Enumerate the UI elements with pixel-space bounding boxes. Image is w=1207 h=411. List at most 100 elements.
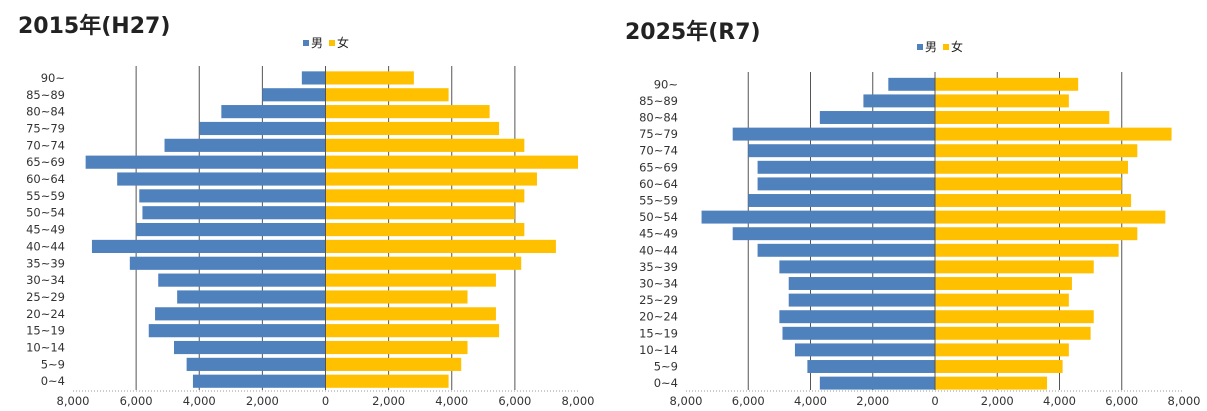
x-tick-label: 4,000 (794, 394, 827, 408)
bar-female (325, 223, 525, 237)
category-label: 80~84 (639, 111, 678, 125)
bar-male (819, 111, 935, 124)
category-label: 50~54 (26, 206, 65, 220)
legend-swatch-female (329, 39, 336, 46)
legend-label-female: 女 (337, 36, 350, 50)
bar-male (148, 324, 326, 338)
category-label: 25~29 (639, 293, 678, 307)
category-label: 55~59 (26, 189, 65, 203)
x-tick-label: 2,000 (372, 394, 405, 408)
category-label: 90~ (41, 71, 65, 85)
bar-female (935, 243, 1119, 257)
bar-female (935, 111, 1110, 124)
bar-female (935, 260, 1094, 274)
bar-male (142, 206, 326, 220)
bar-female (935, 194, 1132, 207)
legend-label-female: 女 (951, 40, 964, 54)
category-label: 0~4 (654, 376, 678, 390)
category-label: 40~44 (26, 239, 65, 253)
category-label: 55~59 (639, 194, 678, 208)
bar-female (935, 326, 1091, 340)
category-label: 20~24 (639, 310, 678, 324)
bar-female (325, 206, 515, 220)
bar-male (117, 172, 326, 186)
category-label: 45~49 (26, 223, 65, 237)
category-label: 70~74 (26, 138, 65, 152)
category-label: 85~89 (26, 88, 65, 102)
bar-male (732, 227, 935, 241)
bar-female (325, 340, 468, 355)
legend-item-female: 女 (329, 34, 349, 51)
bar-female (935, 94, 1069, 108)
bar-male (301, 71, 326, 85)
bar-female (325, 374, 449, 388)
category-label: 35~39 (639, 260, 678, 274)
x-tick-label: 6,000 (1105, 394, 1138, 408)
x-tick-label: 0 (931, 394, 938, 408)
bar-female (325, 172, 537, 186)
bar-female (325, 307, 496, 321)
category-label: 35~39 (26, 256, 65, 270)
category-label: 75~79 (26, 121, 65, 135)
bar-male (788, 277, 935, 290)
x-tick-label: 4,000 (435, 394, 468, 408)
bar-female (325, 189, 525, 203)
bar-male (262, 88, 326, 102)
category-label: 75~79 (639, 127, 678, 141)
category-label: 40~44 (639, 243, 678, 257)
bar-male (139, 189, 326, 203)
bar-male (85, 155, 326, 169)
bar-male (177, 290, 326, 304)
x-tick-label: 6,000 (120, 394, 153, 408)
bar-male (788, 293, 935, 307)
bar-male (757, 243, 935, 257)
bar-female (935, 343, 1069, 357)
category-label: 45~49 (639, 227, 678, 241)
category-label: 20~24 (26, 307, 65, 321)
legend-label-male: 男 (925, 40, 938, 54)
category-label: 15~19 (639, 326, 678, 340)
legend-item-male: 男 (917, 38, 937, 55)
legend-label-male: 男 (311, 36, 324, 50)
category-label: 10~14 (26, 341, 65, 355)
category-label: 85~89 (639, 94, 678, 108)
bar-male (701, 210, 935, 224)
bar-female (935, 210, 1166, 224)
legend: 男 女 (303, 34, 349, 51)
bar-male (192, 374, 326, 388)
bar-male (807, 360, 935, 373)
category-label: 25~29 (26, 290, 65, 304)
chart-title: 2025年(R7) (625, 20, 761, 45)
bar-female (325, 357, 462, 371)
x-tick-label: 8,000 (57, 394, 90, 408)
bar-female (935, 77, 1079, 91)
bar-female (935, 227, 1138, 241)
x-tick-label: 6,000 (498, 394, 531, 408)
category-label: 70~74 (639, 144, 678, 158)
bar-male (136, 223, 326, 237)
chart-title: 2015年(H27) (18, 14, 171, 39)
bar-female (935, 293, 1069, 307)
bar-female (935, 376, 1048, 390)
category-label: 50~54 (639, 210, 678, 224)
x-tick-label: 4,000 (1043, 394, 1076, 408)
category-label: 30~34 (639, 277, 678, 291)
bar-male (129, 256, 326, 270)
x-tick-label: 8,000 (562, 394, 595, 408)
bar-female (325, 273, 496, 287)
bar-male (155, 307, 326, 321)
legend-swatch-female (943, 43, 950, 50)
category-label: 65~69 (639, 160, 678, 174)
x-tick-label: 2,000 (981, 394, 1014, 408)
bar-male (757, 160, 935, 174)
legend-swatch-male (303, 39, 309, 46)
x-tick-label: 0 (322, 394, 329, 408)
bar-male (779, 310, 935, 324)
bar-male (819, 376, 935, 390)
bar-female (935, 160, 1128, 174)
bar-male (888, 77, 935, 91)
category-label: 65~69 (26, 155, 65, 169)
bar-male (158, 273, 326, 287)
chart-plot: 0~4 5~9 10~14 15~19 20~24 25~29 30~34 35~39 40~4… (639, 72, 1200, 408)
bar-female (325, 88, 449, 102)
